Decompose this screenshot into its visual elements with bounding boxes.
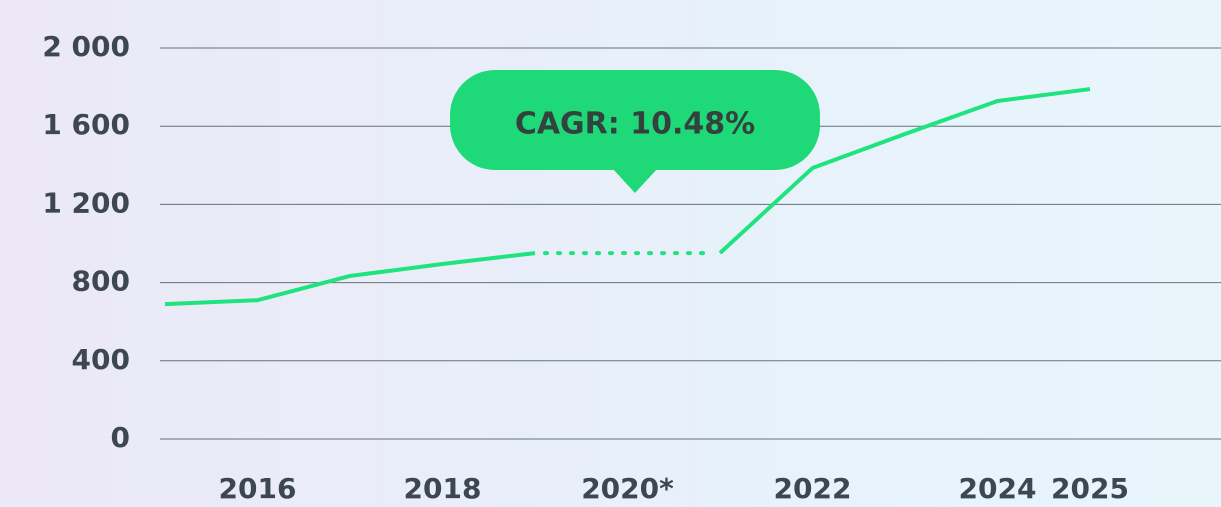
callout-pointer <box>612 168 658 193</box>
x-tick-label: 2020* <box>581 472 674 505</box>
y-tick-label: 0 <box>111 421 130 454</box>
y-tick-label: 800 <box>72 265 130 298</box>
x-tick-label: 2025 <box>1051 472 1129 505</box>
x-tick-label: 2018 <box>404 472 482 505</box>
y-tick-label: 2 000 <box>42 30 130 63</box>
x-tick-label: 2016 <box>219 472 297 505</box>
line-series <box>164 251 536 307</box>
y-tick-label: 400 <box>72 343 130 376</box>
x-tick-label: 2022 <box>774 472 852 505</box>
callout: CAGR: 10.48% <box>450 70 820 193</box>
x-tick-label: 2024 <box>959 472 1037 505</box>
y-tick-label: 1 200 <box>42 186 130 219</box>
line-series <box>718 87 1091 255</box>
y-tick-label: 1 600 <box>42 108 130 141</box>
callout-box <box>450 70 820 170</box>
annotation: CAGR: 10.48% <box>515 107 755 142</box>
